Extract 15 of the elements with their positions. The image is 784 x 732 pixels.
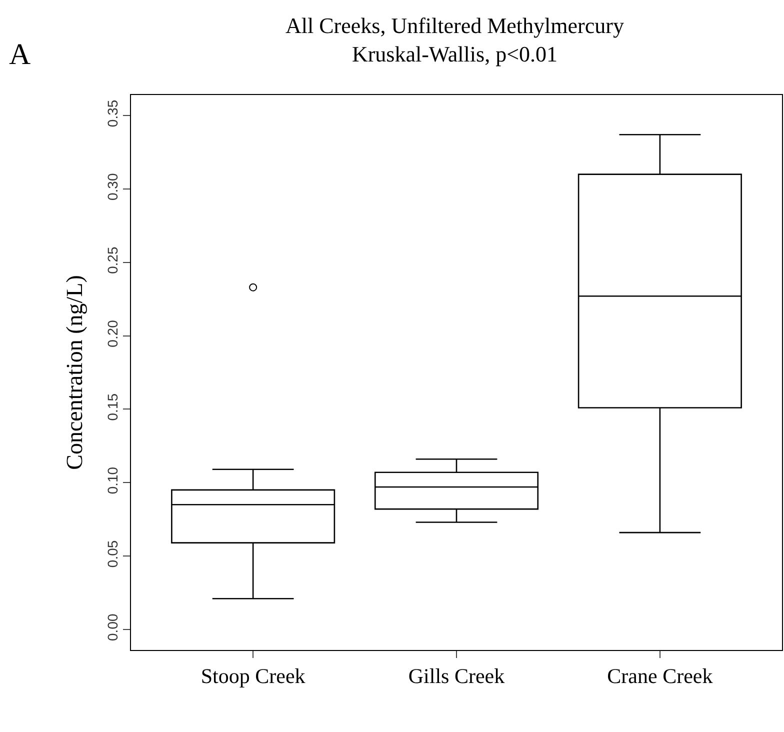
x-tick-label: Stoop Creek: [200, 664, 306, 688]
chart-subtitle: Kruskal-Wallis, p<0.01: [352, 42, 558, 67]
y-tick-label: 0.30: [104, 173, 120, 200]
y-tick-label: 0.15: [104, 393, 120, 421]
x-tick-label: Gills Creek: [408, 664, 506, 688]
y-tick-label: 0.00: [104, 614, 120, 641]
y-tick-label: 0.10: [104, 466, 120, 494]
text: A: [9, 38, 31, 71]
y-tick-label: 0.25: [104, 246, 120, 274]
x-tick-label: Crane Creek: [607, 664, 714, 688]
y-axis-title: Concentration (ng/L): [62, 275, 87, 470]
y-tick-label: 0.35: [104, 100, 120, 128]
chart-title: All Creeks, Unfiltered Methylmercury: [285, 12, 624, 38]
y-tick-label: 0.05: [104, 540, 120, 568]
y-tick-label: 0.20: [104, 320, 120, 348]
